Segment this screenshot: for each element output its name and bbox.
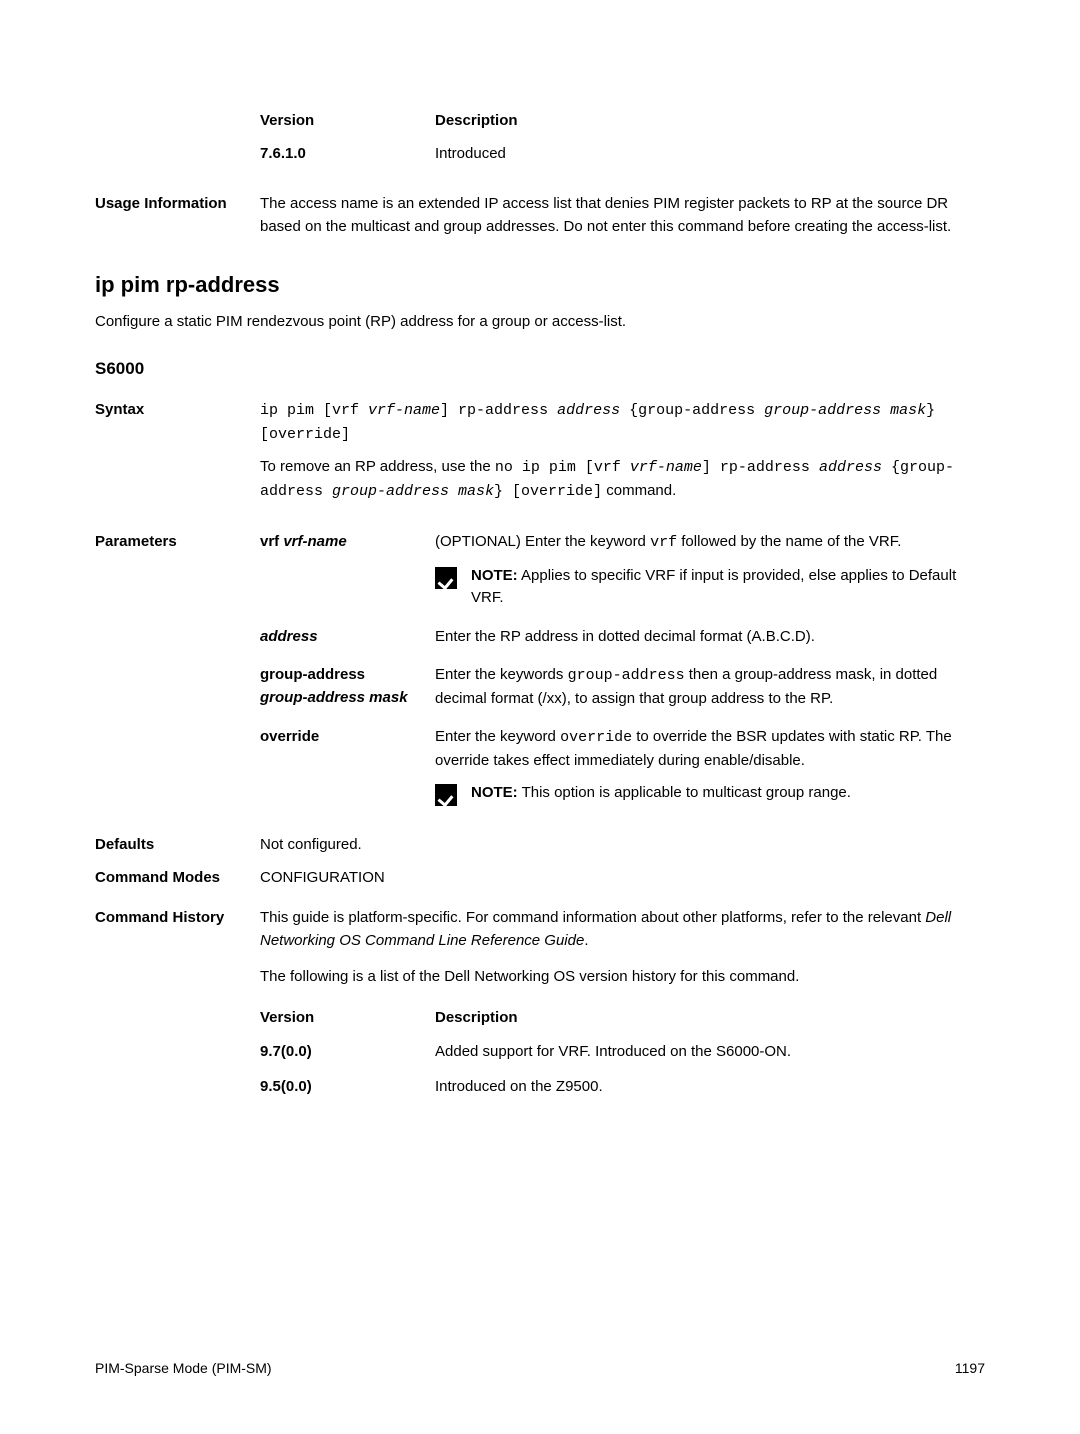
hist-row-v: 9.5(0.0) bbox=[260, 1076, 435, 1099]
param-vrf-desc: (OPTIONAL) Enter the keyword vrf followe… bbox=[435, 531, 985, 610]
syntax-section: Syntax ip pim [vrf vrf-name] rp-address … bbox=[95, 399, 985, 503]
command-modes-value: CONFIGURATION bbox=[260, 867, 985, 890]
parameters-section: Parameters vrf vrf-name (OPTIONAL) Enter… bbox=[95, 531, 985, 806]
note-icon bbox=[435, 567, 457, 589]
usage-text: The access name is an extended IP access… bbox=[260, 193, 985, 238]
footer-left: PIM-Sparse Mode (PIM-SM) bbox=[95, 1358, 272, 1379]
description-value: Introduced bbox=[435, 143, 985, 166]
remove-post: command. bbox=[602, 482, 676, 499]
command-intro: Configure a static PIM rendezvous point … bbox=[95, 311, 985, 334]
param-group-desc: Enter the keywords group-address then a … bbox=[435, 664, 985, 710]
history-text2: The following is a list of the Dell Netw… bbox=[260, 966, 985, 989]
defaults-value: Not configured. bbox=[260, 834, 985, 857]
param-address-name: address bbox=[260, 626, 435, 649]
command-heading: ip pim rp-address bbox=[95, 268, 985, 301]
command-history-section: Command History This guide is platform-s… bbox=[95, 907, 985, 1098]
parameters-label: Parameters bbox=[95, 531, 260, 806]
syntax-text: ip pim [vrf vrf-name] rp-address address… bbox=[260, 402, 935, 443]
param-group-name: group-address group-address mask bbox=[260, 664, 435, 710]
usage-section: Usage Information The access name is an … bbox=[95, 193, 985, 238]
param-override-name: override bbox=[260, 726, 435, 806]
hist-row-d: Introduced on the Z9500. bbox=[435, 1076, 985, 1099]
param-vrf-name: vrf vrf-name bbox=[260, 531, 435, 610]
hist-description-header: Description bbox=[435, 1007, 985, 1030]
note-icon bbox=[435, 784, 457, 806]
top-table: Version Description 7.6.1.0 Introduced bbox=[95, 110, 985, 165]
page-footer: PIM-Sparse Mode (PIM-SM) 1197 bbox=[95, 1358, 985, 1379]
defaults-label: Defaults bbox=[95, 834, 260, 857]
parameters-content: vrf vrf-name (OPTIONAL) Enter the keywor… bbox=[260, 531, 985, 806]
command-history-content: This guide is platform-specific. For com… bbox=[260, 907, 985, 1098]
usage-label: Usage Information bbox=[95, 193, 260, 238]
hist-row-v: 9.7(0.0) bbox=[260, 1041, 435, 1064]
param-override-desc: Enter the keyword override to override t… bbox=[435, 726, 985, 806]
param-address-desc: Enter the RP address in dotted decimal f… bbox=[435, 626, 985, 649]
version-value: 7.6.1.0 bbox=[260, 143, 435, 166]
remove-pre: To remove an RP address, use the bbox=[260, 458, 495, 475]
syntax-content: ip pim [vrf vrf-name] rp-address address… bbox=[260, 399, 985, 503]
command-history-label: Command History bbox=[95, 907, 260, 1098]
command-modes-label: Command Modes bbox=[95, 867, 260, 890]
footer-right: 1197 bbox=[955, 1358, 985, 1379]
top-table-content: Version Description 7.6.1.0 Introduced bbox=[260, 110, 985, 165]
hist-row-d: Added support for VRF. Introduced on the… bbox=[435, 1041, 985, 1064]
defaults-section: Defaults Not configured. bbox=[95, 834, 985, 857]
col-version-header: Version bbox=[260, 110, 435, 133]
command-modes-section: Command Modes CONFIGURATION bbox=[95, 867, 985, 890]
syntax-label: Syntax bbox=[95, 399, 260, 503]
note-text: NOTE: Applies to specific VRF if input i… bbox=[471, 565, 985, 610]
spacer bbox=[95, 110, 260, 165]
col-description-header: Description bbox=[435, 110, 985, 133]
hist-version-header: Version bbox=[260, 1007, 435, 1030]
platform-heading: S6000 bbox=[95, 356, 985, 382]
note-text: NOTE: This option is applicable to multi… bbox=[471, 782, 985, 805]
